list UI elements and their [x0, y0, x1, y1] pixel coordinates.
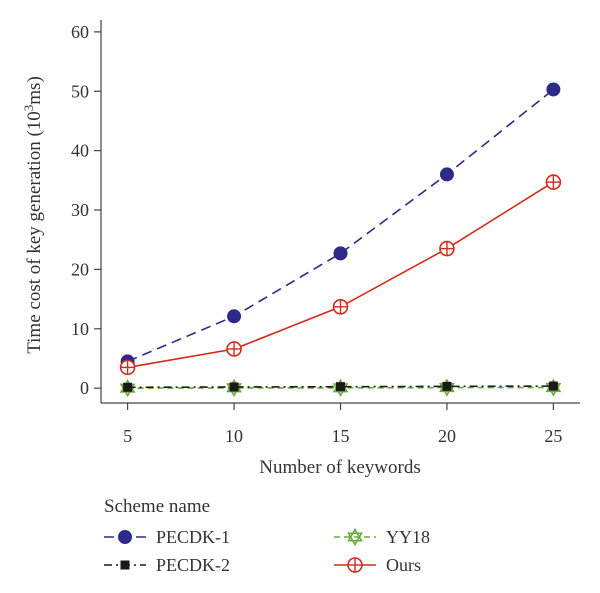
legend-item-ours: Ours	[334, 555, 421, 575]
marker-shape	[546, 82, 561, 97]
data-point-pecdk-2	[442, 381, 452, 391]
legend-marker	[347, 527, 363, 547]
data-point-ours	[226, 341, 242, 357]
legend-item-pecdk-2: PECDK-2	[104, 555, 230, 575]
y-tick-label: 0	[80, 378, 89, 398]
data-point-ours	[439, 240, 455, 257]
data-point-pecdk-1	[546, 82, 561, 97]
legend-label: YY18	[386, 527, 430, 547]
series-line-pecdk-1	[127, 88, 554, 363]
marker-shape	[336, 382, 345, 392]
marker-shape	[347, 532, 363, 547]
legend-item-pecdk-1: PECDK-1	[104, 527, 230, 547]
y-tick-label: 30	[71, 200, 89, 220]
plot-area: 0 10 20 30 40 50 60 5 10 15 20 25	[71, 20, 580, 446]
y-axis-title: Time cost of key generation (103ms)	[21, 76, 45, 354]
x-tick-label: 5	[123, 426, 132, 446]
data-point-pecdk-1	[333, 246, 348, 261]
y-axis-title-main: Time cost of key generation (10	[24, 111, 45, 354]
marker-shape	[439, 167, 454, 182]
y-axis-title-unit: ms)	[24, 76, 45, 105]
marker-shape	[120, 560, 130, 570]
legend-label: PECDK-1	[156, 527, 230, 547]
y-axis-title-superscript: 3	[21, 105, 36, 112]
legend-title: Scheme name	[104, 496, 210, 517]
x-tick-label: 10	[225, 426, 243, 446]
series-line-ours	[127, 181, 554, 369]
data-point-ours	[119, 359, 136, 376]
series-line-pecdk-2	[127, 385, 554, 389]
legend-label: PECDK-2	[156, 555, 230, 575]
marker-shape	[227, 309, 242, 324]
y-tick-label: 10	[71, 319, 89, 339]
x-axis-title: Number of keywords	[259, 457, 420, 478]
marker-shape	[333, 246, 348, 261]
data-point-pecdk-1	[227, 309, 242, 324]
data-point-ours	[332, 299, 349, 315]
legend: Scheme name PECDK-1 PECDK-2 YY18 Ours	[104, 496, 430, 575]
marker-shape	[118, 530, 132, 544]
marker-shape	[347, 527, 363, 542]
x-tick-label: 25	[544, 426, 562, 446]
data-point-pecdk-2	[123, 382, 133, 392]
y-tick-label: 20	[71, 259, 89, 279]
data-point-pecdk-2	[229, 382, 239, 392]
legend-marker	[347, 557, 363, 573]
marker-shape	[442, 381, 452, 391]
data-point-pecdk-1	[439, 167, 454, 182]
x-tick-label: 20	[438, 426, 456, 446]
legend-item-yy18: YY18	[334, 527, 430, 547]
x-tick-label: 15	[332, 426, 350, 446]
y-tick-label: 50	[71, 81, 89, 101]
data-point-ours	[545, 174, 562, 190]
legend-label: Ours	[386, 555, 421, 575]
marker-shape	[123, 382, 133, 392]
data-point-pecdk-2	[548, 381, 558, 391]
legend-marker	[120, 560, 130, 570]
marker-shape	[548, 381, 558, 391]
marker-shape	[229, 382, 239, 392]
y-tick-label: 60	[71, 22, 89, 42]
y-tick-label: 40	[71, 141, 89, 161]
legend-marker	[118, 530, 132, 544]
data-point-pecdk-2	[336, 382, 345, 392]
